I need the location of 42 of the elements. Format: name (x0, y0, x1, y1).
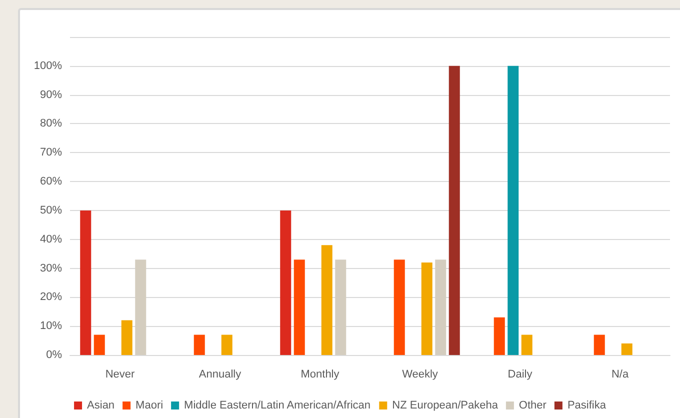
x-tick-label: Never (105, 368, 136, 380)
y-tick-label: 40% (40, 233, 62, 246)
bar (280, 210, 292, 355)
bar (621, 343, 632, 355)
bar (321, 245, 332, 355)
y-tick-label: 20% (40, 291, 62, 304)
x-tick-label: Daily (508, 368, 533, 380)
y-tick-label: 100% (34, 60, 62, 72)
legend-label: Maori (136, 400, 164, 412)
legend-label: Middle Eastern/Latin American/African (184, 400, 371, 412)
bar (121, 320, 132, 355)
legend-label: Pasifika (567, 400, 607, 412)
bar (194, 334, 205, 355)
x-tick-label: Annually (198, 368, 242, 380)
bar (594, 334, 605, 355)
y-tick-label: 80% (40, 118, 62, 130)
bar (221, 334, 232, 355)
y-tick-label: 70% (40, 146, 62, 159)
bar (421, 262, 432, 355)
x-tick-label: Monthly (300, 368, 340, 380)
bar (294, 260, 305, 355)
y-tick-label: 30% (40, 262, 62, 274)
x-tick-label: N/a (611, 368, 630, 380)
y-tick-label: 50% (40, 204, 62, 216)
y-tick-label: 0% (46, 349, 62, 361)
bar (521, 334, 532, 355)
x-tick-label: Weekly (402, 368, 438, 380)
y-tick-label: 10% (40, 320, 62, 332)
bar (508, 66, 519, 355)
bar (135, 260, 146, 355)
bar (448, 66, 460, 355)
bar (394, 260, 405, 355)
bar (494, 317, 505, 355)
y-tick-label: 60% (40, 176, 62, 188)
legend-label: Other (518, 400, 547, 412)
bar (435, 260, 446, 355)
legend-label: Asian (87, 400, 115, 412)
bar (335, 260, 346, 355)
y-tick-label: 90% (40, 88, 62, 101)
bar (94, 334, 105, 355)
bar (80, 210, 92, 355)
legend-label: NZ European/Pakeha (392, 400, 499, 412)
